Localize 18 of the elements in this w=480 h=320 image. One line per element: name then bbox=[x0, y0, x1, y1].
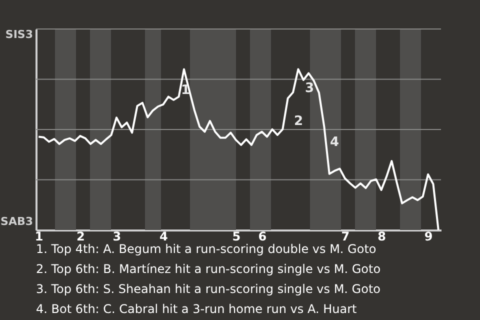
x-tick-label: 5 bbox=[232, 230, 241, 244]
x-tick-label: 8 bbox=[378, 230, 386, 244]
annotation: 4 bbox=[330, 135, 340, 150]
x-tick-label: 6 bbox=[258, 230, 267, 244]
x-tick-label: 3 bbox=[112, 230, 122, 244]
x-tick-label: 7 bbox=[341, 230, 350, 244]
text: 3. Top 6th: S. Sheahan hit a run-scoring single vs M. Goto bbox=[36, 282, 380, 296]
text: 4. Bot 6th: C. Cabral hit a 3-run home run vs A. Huart bbox=[36, 302, 358, 316]
annotation: 2 bbox=[294, 114, 304, 129]
annotation: 3 bbox=[305, 81, 314, 96]
text: 2. Top 6th: B. Martínez hit a run-scoring single vs M. Goto bbox=[36, 262, 381, 276]
x-tick-label: 4 bbox=[160, 230, 168, 244]
x-tick-label: 1 bbox=[34, 230, 44, 244]
text: SIS3 bbox=[5, 28, 33, 41]
text: 1. Top 4th: A. Begum hit a run-scoring double vs M. Goto bbox=[36, 242, 376, 256]
x-tick-label: 2 bbox=[76, 230, 85, 244]
x-tick-label: 9 bbox=[424, 230, 433, 244]
text: SAB3 bbox=[0, 215, 33, 228]
